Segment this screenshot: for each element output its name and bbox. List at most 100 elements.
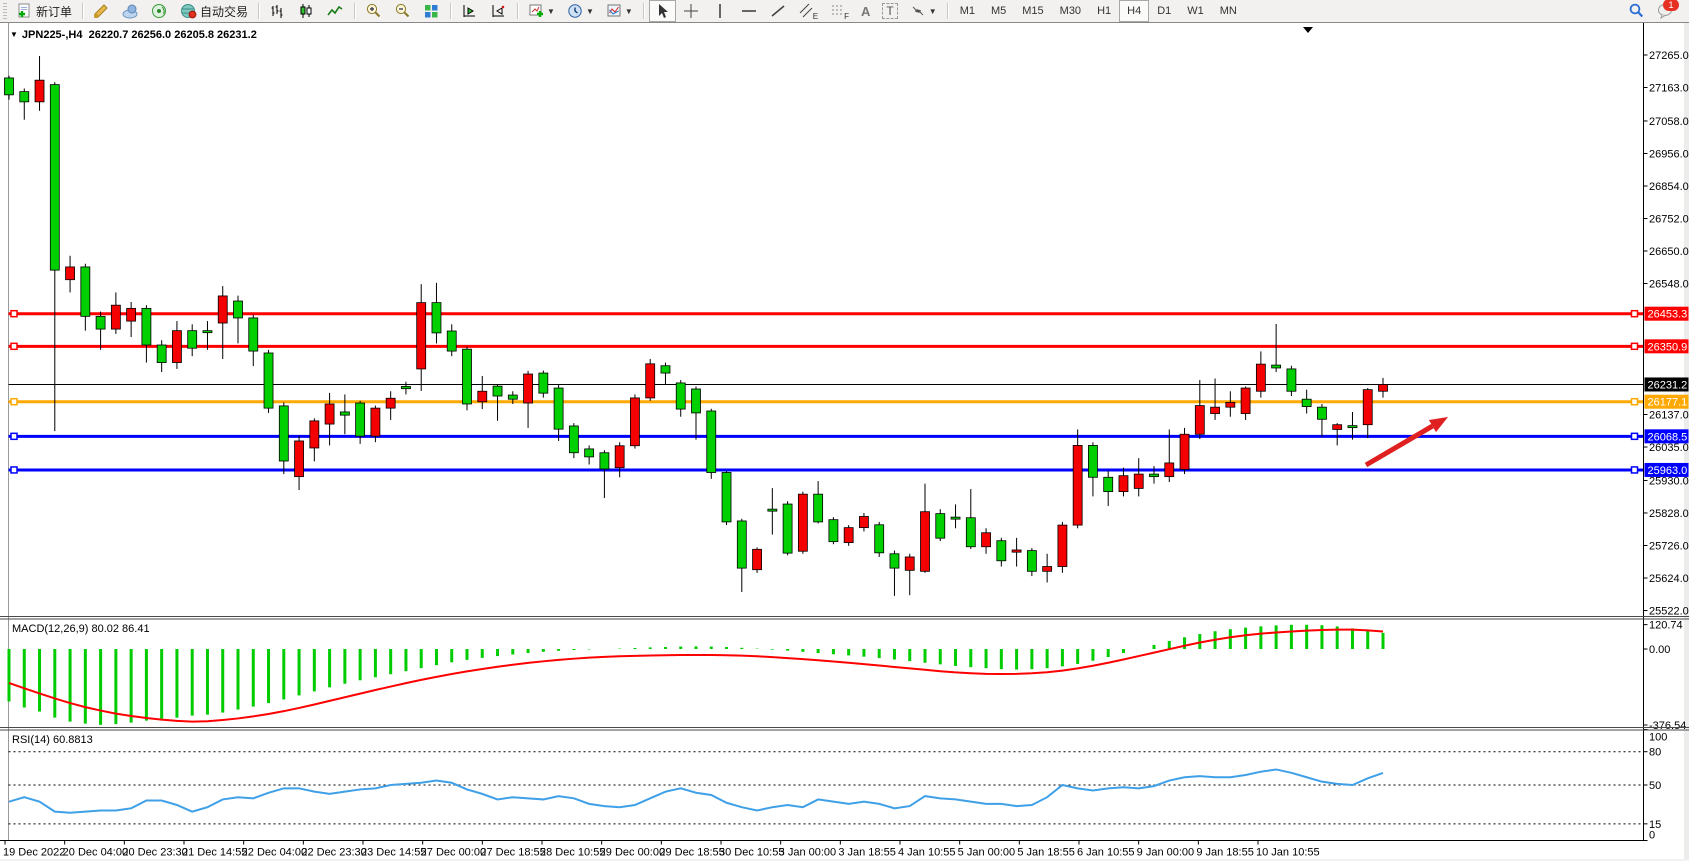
svg-text:5 Jan 18:55: 5 Jan 18:55: [1017, 847, 1074, 859]
line-handle[interactable]: [10, 466, 18, 474]
rsi-pane[interactable]: [8, 751, 1644, 825]
indicators-dropdown[interactable]: ▼: [601, 0, 638, 22]
line-handle[interactable]: [10, 397, 18, 406]
tile-windows-button[interactable]: [418, 0, 445, 22]
svg-text:26752.0: 26752.0: [1649, 213, 1689, 225]
line-handle[interactable]: [10, 309, 18, 318]
tab-timeframe-M5[interactable]: M5: [990, 5, 1007, 17]
profile-icon: [122, 3, 139, 19]
signals-button[interactable]: [146, 0, 173, 22]
text-icon: A: [861, 3, 871, 19]
svg-text:0.00: 0.00: [1649, 644, 1670, 656]
line-handle[interactable]: [1630, 309, 1639, 318]
search-button[interactable]: [1623, 0, 1650, 22]
tab-timeframe-MN[interactable]: MN: [1219, 5, 1237, 17]
search-icon: [1628, 3, 1645, 19]
text-label-button[interactable]: T: [877, 0, 902, 22]
arrow-tools-icon: [910, 3, 927, 19]
zoom-out-button[interactable]: [389, 0, 416, 22]
auto-trading-button[interactable]: 自动交易: [175, 0, 253, 22]
fibonacci-letter: F: [844, 12, 850, 21]
signals-icon: [151, 3, 168, 19]
svg-text:25930.0: 25930.0: [1649, 475, 1689, 487]
fibonacci-button[interactable]: F: [825, 0, 854, 22]
chart-shift-marker[interactable]: [1303, 27, 1313, 33]
line-handle[interactable]: [1630, 342, 1639, 351]
toolbar-grip[interactable]: [3, 3, 7, 19]
vertical-line-button[interactable]: [707, 0, 734, 22]
cursor-button[interactable]: [648, 0, 676, 22]
alerts-icon: [93, 3, 110, 19]
chart-title[interactable]: ▼ JPN225-,H4 26220.7 26256.0 26205.8 2623…: [10, 29, 257, 41]
svg-text:26350.9: 26350.9: [1648, 341, 1688, 353]
line-handle[interactable]: [1630, 432, 1639, 441]
toolbar-separator: [517, 3, 519, 19]
price-badge: [1644, 306, 1689, 321]
notifications-button[interactable]: 1: [1652, 0, 1679, 22]
svg-text:22 Dec 04:00: 22 Dec 04:00: [242, 847, 307, 859]
price-badge: [1644, 394, 1689, 409]
svg-text:20 Dec 04:00: 20 Dec 04:00: [63, 847, 128, 859]
new-order-icon: [16, 3, 33, 19]
toolbar-separator: [946, 3, 948, 19]
price-badge: [1644, 377, 1689, 392]
macd-pane[interactable]: [7, 624, 1385, 725]
svg-text:-376.54: -376.54: [1649, 720, 1686, 732]
svg-text:26035.0: 26035.0: [1649, 442, 1689, 454]
tab-timeframe-D1[interactable]: D1: [1157, 5, 1172, 17]
horizontal-line-button[interactable]: [736, 0, 763, 22]
svg-text:26137.0: 26137.0: [1649, 409, 1689, 421]
alerts-button[interactable]: [88, 0, 115, 22]
line-handle[interactable]: [10, 342, 18, 351]
crosshair-button[interactable]: [678, 0, 705, 22]
candles-layer[interactable]: [4, 55, 1388, 596]
timeframe-toolbar: M1 M5 M15 M30 H1 H4 D1 W1 MN: [952, 0, 1245, 22]
auto-trading-label: 自动交易: [200, 4, 249, 19]
chart-window: 27265.0 27163.0 27058.0 26956.0 26854.0 26752…: [0, 22, 1689, 859]
svg-text:4 Jan 10:55: 4 Jan 10:55: [898, 847, 956, 859]
svg-text:120.74: 120.74: [1649, 620, 1683, 632]
line-handle[interactable]: [10, 432, 18, 441]
text-button[interactable]: A: [856, 0, 875, 22]
tab-timeframe-M15[interactable]: M15: [1022, 5, 1044, 17]
tab-timeframe-M1[interactable]: M1: [959, 5, 975, 17]
tab-timeframe-H4[interactable]: H4: [1119, 0, 1150, 22]
bar-chart-button[interactable]: [264, 0, 291, 22]
main-toolbar: 新订单 自动交易: [0, 0, 1689, 23]
svg-text:25624.0: 25624.0: [1649, 573, 1689, 585]
tab-timeframe-M30[interactable]: M30: [1059, 5, 1082, 17]
new-order-button[interactable]: 新订单: [11, 0, 77, 22]
periods-dropdown[interactable]: ▼: [562, 0, 599, 22]
shift-chart-button[interactable]: [456, 0, 483, 22]
period-clock-icon: [567, 3, 584, 19]
line-handle[interactable]: [1630, 397, 1639, 406]
toolbar-right-group: 1: [1622, 0, 1685, 22]
auto-scroll-button[interactable]: [485, 0, 512, 22]
collapse-triangle-icon[interactable]: ▼: [10, 30, 18, 39]
vertical-line-icon: [712, 3, 729, 19]
trendline-button[interactable]: [765, 0, 792, 22]
bar-chart-icon: [269, 3, 286, 19]
arrow-tools-dropdown[interactable]: ▼: [905, 0, 942, 22]
zoom-in-button[interactable]: [360, 0, 387, 22]
new-chart-dropdown[interactable]: ▼: [523, 0, 560, 22]
candlestick-chart-button[interactable]: [293, 0, 320, 22]
line-handle[interactable]: [1630, 466, 1639, 474]
svg-text:9 Jan 00:00: 9 Jan 00:00: [1137, 847, 1195, 859]
svg-text:22 Dec 23:30: 22 Dec 23:30: [301, 847, 366, 859]
trend-arrow-annotation[interactable]: [1364, 417, 1448, 468]
line-chart-button[interactable]: [322, 0, 349, 22]
svg-text:6 Jan 10:55: 6 Jan 10:55: [1077, 847, 1135, 859]
chart-canvas[interactable]: 27265.0 27163.0 27058.0 26956.0 26854.0 26752…: [0, 23, 1689, 859]
rsi-indicator-label: RSI(14) 60.8813: [12, 734, 93, 746]
equidistant-channel-button[interactable]: E: [794, 0, 823, 22]
toolbar-separator: [642, 3, 644, 19]
price-axis[interactable]: 27265.0 27163.0 27058.0 26956.0 26854.0 26752…: [1643, 50, 1689, 842]
svg-text:27163.0: 27163.0: [1649, 83, 1689, 95]
tab-timeframe-W1[interactable]: W1: [1187, 5, 1204, 17]
profile-button[interactable]: [117, 0, 144, 22]
trendline-icon: [770, 3, 787, 19]
tab-timeframe-H1[interactable]: H1: [1097, 5, 1112, 17]
